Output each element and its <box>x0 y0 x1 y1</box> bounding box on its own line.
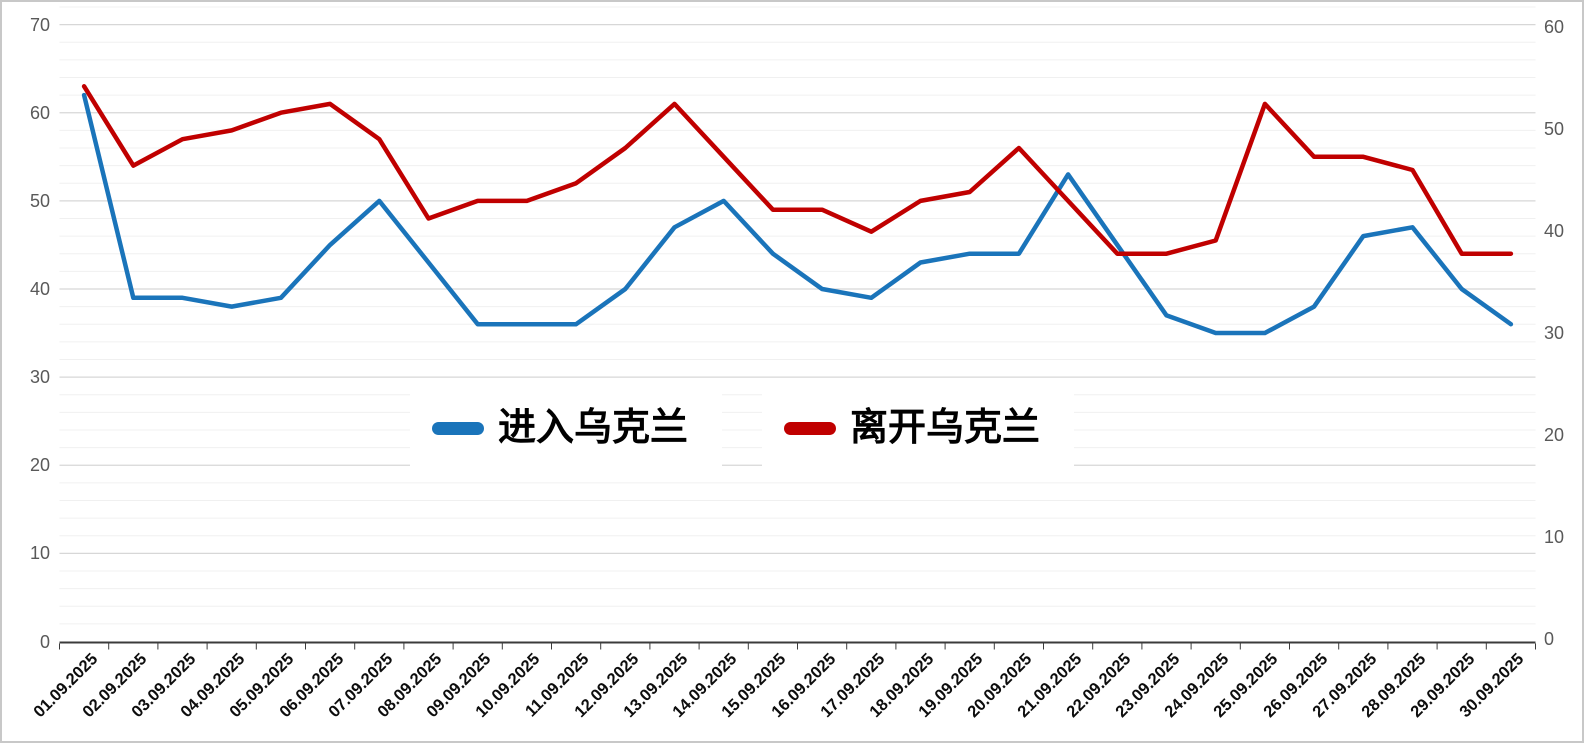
y-axis-left-tick-label: 60 <box>29 102 50 123</box>
y-axis-right-tick-label: 0 <box>1544 628 1555 649</box>
series-line-enter-ukraine <box>81 92 1514 336</box>
y-axis-right-tick-label: 20 <box>1544 424 1565 445</box>
legend-item-leave-ukraine: 离开乌克兰 <box>762 390 1075 466</box>
y-axis-right-tick-label: 40 <box>1544 220 1565 241</box>
y-axis-left-tick-label: 50 <box>29 190 50 211</box>
y-axis-right-tick-label: 30 <box>1544 322 1565 343</box>
legend-label-leave-ukraine: 离开乌克兰 <box>850 407 1041 449</box>
y-axis-right-tick-label: 50 <box>1544 118 1565 139</box>
legend-swatch-leave-ukraine <box>784 421 837 435</box>
legend-label-enter-ukraine: 进入乌克兰 <box>498 407 689 449</box>
series-line-leave-ukraine <box>81 84 1514 256</box>
y-axis-right-tick-label: 60 <box>1544 17 1565 37</box>
y-axis-left-tick-label: 40 <box>29 279 50 299</box>
y-axis-left-tick-label: 10 <box>29 543 50 564</box>
legend: 进入乌克兰 离开乌克兰 <box>410 390 1075 466</box>
y-axis-right-tick-label: 10 <box>1544 526 1565 547</box>
legend-item-enter-ukraine: 进入乌克兰 <box>410 390 723 466</box>
y-axis-left-tick-label: 70 <box>29 14 50 35</box>
y-axis-left-tick-label: 0 <box>39 631 50 652</box>
y-axis-left-tick-label: 20 <box>29 455 50 476</box>
y-axis-left-tick-label: 30 <box>29 367 50 388</box>
legend-swatch-enter-ukraine <box>432 421 484 435</box>
